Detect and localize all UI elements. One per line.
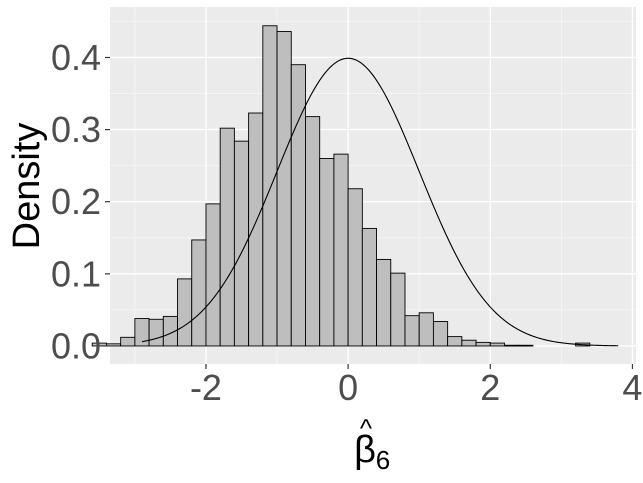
histogram-bar <box>262 25 278 347</box>
y-axis-title: Density <box>6 123 48 250</box>
histogram-bar <box>504 344 520 347</box>
histogram-bar <box>518 344 534 347</box>
y-tick-label: 0.2 <box>51 181 101 222</box>
x-axis-ticks: -2 0 2 4 <box>190 364 642 408</box>
histogram-bar <box>191 239 207 347</box>
histogram-bar <box>390 272 406 347</box>
x-axis-title-subscript: 6 <box>376 445 390 475</box>
histogram-bar <box>319 158 335 347</box>
histogram-bar <box>305 116 321 347</box>
histogram-bar <box>205 203 221 347</box>
histogram-bar <box>276 31 292 347</box>
histogram-bar <box>177 278 193 347</box>
x-axis-title-symbol: β <box>354 429 376 471</box>
histogram-bar <box>489 342 505 347</box>
histogram-bar <box>148 318 164 347</box>
histogram-bar <box>219 127 235 347</box>
histogram-bar <box>404 315 420 347</box>
normal-density-curve <box>141 57 619 347</box>
x-tick-label: -2 <box>190 367 222 408</box>
histogram-bars <box>91 25 591 347</box>
histogram-bar <box>376 258 392 347</box>
histogram-bar <box>461 339 477 347</box>
y-tick-label: 0.3 <box>51 109 101 150</box>
y-axis-ticks: 0.0 0.1 0.2 0.3 0.4 <box>51 37 110 366</box>
x-tick-label: 4 <box>622 367 642 408</box>
x-axis-title: β ^ 6 <box>354 413 390 475</box>
x-tick-label: 2 <box>480 367 500 408</box>
histogram-bar <box>447 336 463 347</box>
x-tick-label: 0 <box>338 367 358 408</box>
histogram-bar <box>361 227 378 347</box>
y-tick-label: 0.4 <box>51 37 101 78</box>
histogram-bar <box>290 64 306 347</box>
histogram-bar <box>418 312 434 347</box>
histogram-bar <box>248 112 264 347</box>
histogram-bar <box>475 341 491 347</box>
histogram-bar <box>432 320 449 347</box>
histogram-bar <box>134 318 150 347</box>
histogram-bar <box>333 153 349 347</box>
histogram-bar <box>120 336 136 347</box>
y-tick-label: 0.0 <box>51 325 101 366</box>
y-tick-label: 0.1 <box>51 253 101 294</box>
x-axis-title-hat: ^ <box>360 413 373 443</box>
histogram-bar <box>347 188 363 347</box>
